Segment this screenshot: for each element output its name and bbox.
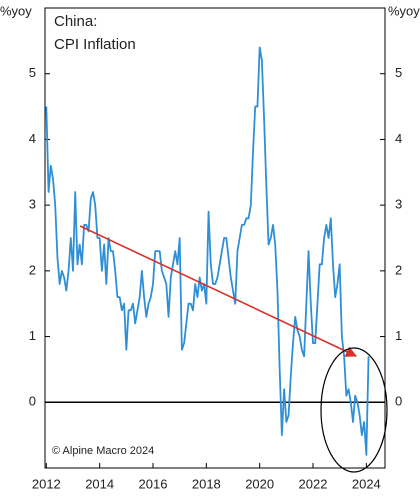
y-tick-label: 3 (29, 197, 36, 212)
y2-tick-label: 5 (395, 65, 402, 80)
x-tick-label: 2024 (352, 476, 381, 491)
y2-tick-label: 3 (395, 197, 402, 212)
chart-subtitle: CPI Inflation (54, 36, 136, 53)
x-tick-label: 2016 (139, 476, 168, 491)
x-tick-label: 2018 (192, 476, 221, 491)
y2-tick-label: 2 (395, 262, 402, 277)
y2-axis-label: %yoy (388, 3, 420, 18)
cpi-line (45, 46, 370, 456)
y-tick-label: 5 (29, 65, 36, 80)
x-tick-label: 2012 (32, 476, 61, 491)
y-tick-label: 2 (29, 262, 36, 277)
y-tick-label: 1 (29, 328, 36, 343)
x-tick-label: 2022 (299, 476, 328, 491)
trend-arrow (79, 225, 358, 357)
y-axis-label: %yoy (0, 3, 32, 18)
source-note: © Alpine Macro 2024 (52, 445, 154, 457)
highlight-ellipse (320, 347, 388, 473)
plot-frame (44, 7, 386, 469)
x-tick-label: 2014 (85, 476, 114, 491)
y-tick-label: 0 (29, 394, 36, 409)
chart-title: China: (54, 13, 97, 30)
x-tick-label: 2020 (245, 476, 274, 491)
y2-tick-label: 4 (395, 131, 402, 146)
y-tick-label: 4 (29, 131, 36, 146)
y2-tick-label: 0 (395, 394, 402, 409)
y2-tick-label: 1 (395, 328, 402, 343)
